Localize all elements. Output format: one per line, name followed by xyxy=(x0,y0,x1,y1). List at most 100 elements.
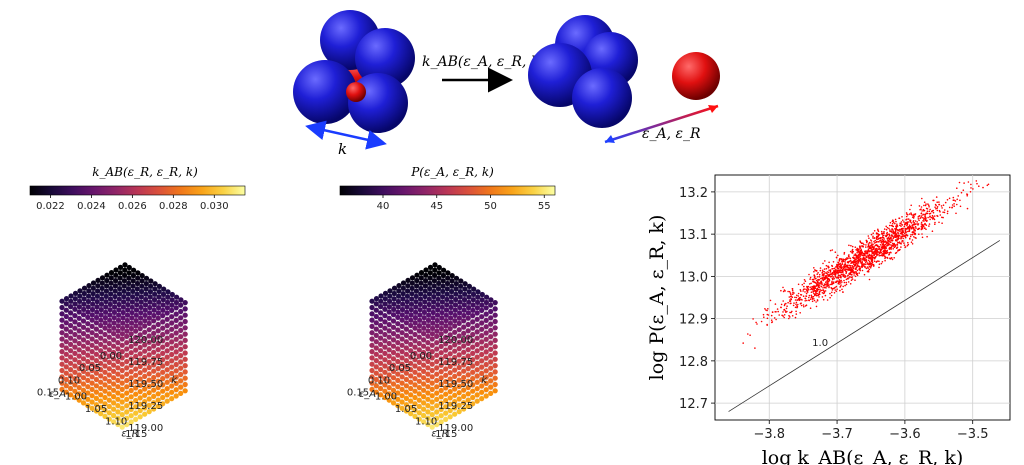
cube-point xyxy=(142,348,148,354)
cube-point xyxy=(434,317,440,324)
cube-point xyxy=(103,288,109,294)
scatter-point xyxy=(782,311,784,313)
cube-point xyxy=(400,291,406,297)
scatter-point xyxy=(922,220,924,222)
cube-point xyxy=(152,281,158,287)
cube-point xyxy=(115,340,121,346)
cube-point xyxy=(142,380,148,386)
scatter-point xyxy=(839,266,842,268)
scatter-point xyxy=(847,261,850,264)
scatter-point xyxy=(858,252,861,254)
cube-point xyxy=(386,385,392,391)
scatter-point xyxy=(890,235,893,237)
scatter-point xyxy=(788,317,790,320)
cube-point xyxy=(137,407,143,414)
scatter-point xyxy=(932,217,934,220)
cube-point xyxy=(408,354,414,360)
cube-point xyxy=(125,302,131,308)
cube-point xyxy=(395,346,401,352)
k-label: k xyxy=(338,140,347,158)
cube-point xyxy=(436,264,442,271)
cube-point xyxy=(447,414,453,420)
cube-point xyxy=(492,312,498,318)
cube-point xyxy=(452,318,458,324)
scatter-point xyxy=(886,233,889,236)
cube-point xyxy=(417,307,423,313)
cube-point xyxy=(68,373,74,379)
scatter-point xyxy=(770,314,773,317)
cube-point xyxy=(429,361,435,367)
z-tick-label: 120.00 xyxy=(438,335,473,346)
cube-point xyxy=(483,374,489,380)
cube-point xyxy=(128,343,134,349)
scatter-point xyxy=(789,316,791,318)
cube-point xyxy=(151,330,157,336)
cube-point xyxy=(470,369,476,375)
cube-point xyxy=(399,317,405,323)
cube-point xyxy=(417,296,424,302)
cube-point xyxy=(146,333,152,339)
cube-point xyxy=(165,299,171,305)
scatter-point xyxy=(787,301,789,304)
cube-point xyxy=(408,312,414,318)
cube-point xyxy=(456,333,462,339)
cube-point xyxy=(117,280,123,286)
cube-point xyxy=(93,345,99,351)
cube-point xyxy=(59,311,65,317)
z-tick-label: 119.00 xyxy=(128,423,163,434)
cube-point xyxy=(369,317,375,323)
scatter-point xyxy=(845,278,848,281)
cube-point xyxy=(115,352,121,358)
scatter-point xyxy=(821,292,824,294)
scatter-point xyxy=(840,284,842,286)
scatter-point xyxy=(796,305,798,307)
cube-point xyxy=(102,325,108,331)
cube-point xyxy=(427,286,433,292)
cube-point xyxy=(488,390,494,396)
cube-point xyxy=(382,301,388,307)
cube-point xyxy=(427,280,433,286)
cube-point xyxy=(373,320,379,326)
scatter-point xyxy=(814,286,816,288)
cube-point xyxy=(408,307,414,313)
scatter-point xyxy=(891,239,894,241)
scatter-point xyxy=(817,276,819,278)
scatter-point xyxy=(881,248,883,250)
scatter-point xyxy=(822,298,825,301)
cube-point xyxy=(443,385,449,391)
cube-point xyxy=(133,404,139,410)
cube-point xyxy=(440,272,446,279)
cube-point xyxy=(421,309,427,315)
scatter-point xyxy=(839,269,841,272)
scatter-point xyxy=(880,241,883,244)
cube-point xyxy=(160,307,166,313)
cube-point xyxy=(386,397,392,403)
scatter-point xyxy=(866,263,868,265)
cube-point xyxy=(434,390,440,396)
scatter-point xyxy=(814,293,816,296)
scatter-point xyxy=(900,246,902,248)
cube-point xyxy=(403,358,409,364)
cube-point xyxy=(128,413,134,419)
cube-point xyxy=(128,406,134,412)
cube-point xyxy=(68,354,74,360)
cube-point xyxy=(106,391,112,397)
scatter-point xyxy=(825,277,827,279)
scatter-point xyxy=(782,290,785,293)
cube-point xyxy=(488,327,494,333)
cube-point xyxy=(178,365,184,371)
cube-point xyxy=(151,406,157,412)
cube-point xyxy=(115,384,121,390)
cube-point xyxy=(417,312,423,318)
cube-point xyxy=(474,354,480,360)
cube-point xyxy=(151,374,157,381)
scatter-point xyxy=(872,235,874,238)
scatter-point xyxy=(896,244,899,246)
cube-point xyxy=(399,336,405,342)
scatter-point xyxy=(846,257,848,259)
scatter-point xyxy=(911,213,913,216)
cube-point xyxy=(93,358,99,364)
cube-point xyxy=(413,304,419,310)
scatter-point xyxy=(946,210,949,213)
scatter-point xyxy=(872,248,875,250)
